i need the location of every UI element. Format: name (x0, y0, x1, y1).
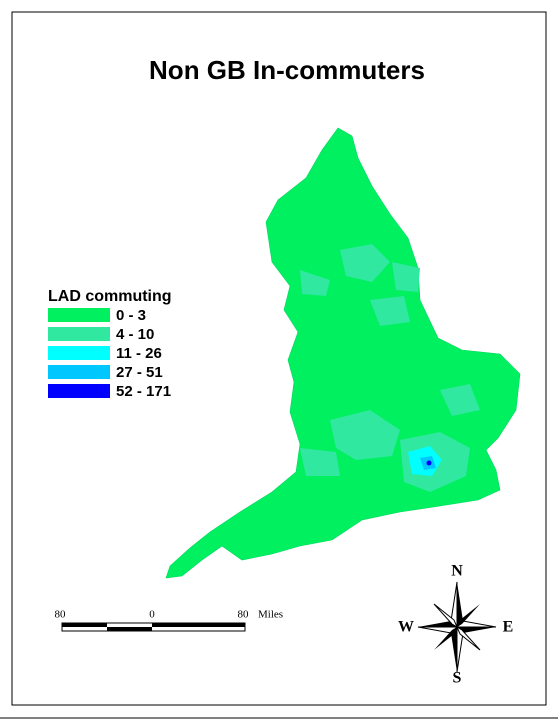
legend-swatch (48, 327, 110, 341)
scale-label: 80 (238, 609, 250, 621)
legend-swatch (48, 365, 110, 379)
legend-title: LAD commuting (48, 288, 172, 305)
scale-bar: 80 0 80 Miles (55, 609, 283, 632)
region-area (165, 127, 521, 579)
region-area (426, 460, 432, 466)
legend-swatch (48, 308, 110, 322)
scale-segment (107, 627, 152, 631)
compass-west: W (398, 619, 414, 636)
map-frame (11, 11, 547, 706)
scale-segment (152, 623, 245, 627)
legend-label: 27 - 51 (116, 364, 163, 381)
map-title: Non GB In-commuters (149, 55, 425, 85)
legend-label: 11 - 26 (116, 345, 162, 362)
legend-swatch (48, 346, 110, 360)
region-area (330, 410, 400, 460)
scale-segment (62, 623, 107, 627)
region-area (300, 270, 330, 296)
legend: LAD commuting 0 - 3 4 - 10 11 - 26 27 - 51 5… (48, 288, 172, 400)
england-map (165, 127, 521, 579)
legend-label: 0 - 3 (116, 307, 146, 324)
region-area (440, 384, 480, 416)
region-area (300, 448, 340, 476)
region-area (370, 296, 410, 326)
scale-unit: Miles (258, 609, 283, 621)
legend-swatch (48, 384, 110, 398)
scale-label: 0 (149, 609, 155, 621)
region-area (340, 244, 390, 282)
compass-north: N (451, 563, 463, 580)
scale-label: 80 (55, 609, 67, 621)
legend-label: 4 - 10 (116, 326, 154, 343)
compass-rose: N S W E (398, 563, 513, 687)
compass-east: E (503, 619, 514, 636)
legend-label: 52 - 171 (116, 383, 171, 400)
compass-south: S (453, 670, 462, 687)
region-area (392, 262, 420, 292)
